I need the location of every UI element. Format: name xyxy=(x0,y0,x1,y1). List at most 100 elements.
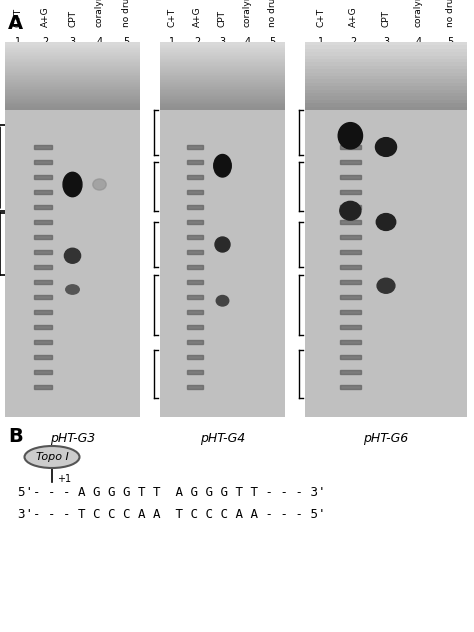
Bar xyxy=(34,250,52,254)
Text: 5: 5 xyxy=(447,37,454,47)
Ellipse shape xyxy=(214,154,231,177)
Text: CPT: CPT xyxy=(218,10,227,27)
Text: 2: 2 xyxy=(350,37,357,47)
Bar xyxy=(340,310,361,314)
Bar xyxy=(187,310,203,314)
Ellipse shape xyxy=(64,248,81,264)
Bar xyxy=(34,220,52,224)
Bar xyxy=(34,355,52,359)
Bar xyxy=(187,190,203,194)
Text: +1: +1 xyxy=(57,474,71,484)
Bar xyxy=(187,145,203,149)
Bar xyxy=(34,385,52,389)
Text: 5: 5 xyxy=(123,37,129,47)
Bar xyxy=(187,175,203,179)
Text: A+G: A+G xyxy=(349,6,358,27)
Ellipse shape xyxy=(338,123,363,149)
Bar xyxy=(340,234,361,240)
Text: no drug: no drug xyxy=(447,0,456,27)
Bar xyxy=(34,280,52,284)
Bar xyxy=(160,109,285,417)
Ellipse shape xyxy=(340,202,361,220)
Bar xyxy=(340,385,361,389)
Bar xyxy=(34,160,52,164)
Bar xyxy=(187,280,203,284)
Text: CPT: CPT xyxy=(68,10,77,27)
Bar xyxy=(34,234,52,240)
Text: 2: 2 xyxy=(194,37,201,47)
Ellipse shape xyxy=(376,214,396,231)
Text: 4: 4 xyxy=(415,37,421,47)
Bar xyxy=(340,265,361,269)
Ellipse shape xyxy=(375,138,397,156)
Text: A+G: A+G xyxy=(193,6,202,27)
Bar xyxy=(187,234,203,240)
Ellipse shape xyxy=(216,296,229,306)
Bar xyxy=(340,175,361,179)
Text: C+T: C+T xyxy=(317,8,326,27)
Bar xyxy=(187,325,203,329)
Ellipse shape xyxy=(63,173,82,197)
Bar xyxy=(340,205,361,209)
Ellipse shape xyxy=(377,278,395,293)
Text: B: B xyxy=(8,427,23,446)
Text: 4: 4 xyxy=(245,37,251,47)
Bar xyxy=(34,205,52,209)
Bar xyxy=(340,370,361,374)
Bar xyxy=(34,175,52,179)
Bar xyxy=(340,325,361,329)
Text: 5'- - - A G G G T T  A G G G T T - - - 3': 5'- - - A G G G T T A G G G T T - - - 3' xyxy=(18,485,326,499)
Bar xyxy=(340,190,361,194)
Bar xyxy=(340,295,361,299)
Ellipse shape xyxy=(66,285,79,294)
Bar xyxy=(5,109,140,417)
Text: 3: 3 xyxy=(219,37,226,47)
Text: A+G: A+G xyxy=(41,6,50,27)
Text: 2: 2 xyxy=(42,37,49,47)
Text: C+T: C+T xyxy=(14,8,23,27)
Bar xyxy=(340,340,361,344)
Text: no drug: no drug xyxy=(268,0,277,27)
Bar xyxy=(340,250,361,254)
Text: CPT: CPT xyxy=(382,10,391,27)
Bar xyxy=(187,250,203,254)
Bar xyxy=(187,160,203,164)
Bar xyxy=(34,325,52,329)
Ellipse shape xyxy=(215,237,230,252)
Bar xyxy=(187,295,203,299)
Bar xyxy=(34,145,52,149)
Bar xyxy=(340,280,361,284)
Bar xyxy=(34,295,52,299)
Text: 1: 1 xyxy=(16,37,21,47)
Bar xyxy=(340,160,361,164)
Text: no drug: no drug xyxy=(122,0,131,27)
Bar xyxy=(187,370,203,374)
Bar xyxy=(187,220,203,224)
Bar xyxy=(187,205,203,209)
Bar xyxy=(34,190,52,194)
Text: 3'- - - T C C C A A  T C C C A A - - - 5': 3'- - - T C C C A A T C C C A A - - - 5' xyxy=(18,507,326,521)
Text: 5: 5 xyxy=(269,37,275,47)
Bar xyxy=(187,385,203,389)
Bar xyxy=(187,355,203,359)
Text: 4: 4 xyxy=(96,37,102,47)
Text: 3: 3 xyxy=(383,37,389,47)
Bar xyxy=(340,355,361,359)
Bar xyxy=(34,265,52,269)
Bar xyxy=(305,109,467,417)
Text: 1: 1 xyxy=(169,37,175,47)
Text: A: A xyxy=(8,14,23,33)
Text: coralyne: coralyne xyxy=(95,0,104,27)
Text: coralyne: coralyne xyxy=(243,0,252,27)
Bar xyxy=(34,340,52,344)
Bar xyxy=(34,310,52,314)
Text: pHT-G6: pHT-G6 xyxy=(364,432,409,445)
Text: C+T: C+T xyxy=(168,8,177,27)
Text: 3: 3 xyxy=(69,37,75,47)
Bar xyxy=(34,370,52,374)
Text: pHT-G4: pHT-G4 xyxy=(200,432,245,445)
Text: pHT-G3: pHT-G3 xyxy=(50,432,95,445)
Bar xyxy=(187,265,203,269)
Bar xyxy=(340,145,361,149)
Bar xyxy=(187,340,203,344)
